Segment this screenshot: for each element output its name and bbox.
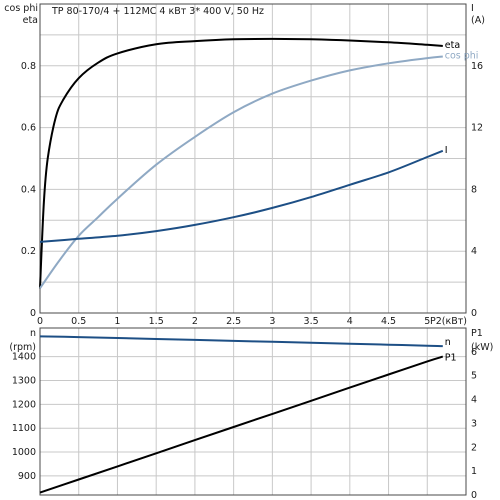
x-tick-label: 3.5	[304, 316, 319, 327]
lower-series: n P1	[39, 335, 457, 494]
lower-left-ticks: 900 1000 1100 1200 1300 1400	[12, 352, 36, 482]
x-tick-label: 0	[37, 316, 43, 327]
upper-left-axis-label-line: eta	[23, 15, 38, 26]
lower-right-tick-label: 0	[471, 490, 477, 500]
lower-left-axis-label: n (rpm)	[9, 328, 36, 353]
lower-left-tick-label: 1000	[12, 447, 36, 458]
lower-left-tick-label: 1400	[12, 352, 36, 363]
x-axis-ticks: 0 0.5 1 1.5 2 2.5 3 3.5 4 4.5 5	[37, 316, 430, 327]
x-axis-label: P2(кВт)	[430, 316, 467, 327]
x-tick-label: 1.5	[149, 316, 164, 327]
series-label-n: n	[445, 337, 451, 348]
lower-left-tick-label: 1100	[12, 423, 36, 434]
lower-grid	[39, 328, 466, 495]
upper-left-tick-label: 0.2	[21, 246, 36, 257]
x-tick-label: 3	[269, 316, 275, 327]
series-label-cos-phi: cos phi	[445, 51, 479, 62]
x-tick-label: 1	[114, 316, 120, 327]
lower-left-axis-label-line: n	[30, 328, 36, 339]
x-tick-label: 0.5	[71, 316, 86, 327]
upper-plot-frame	[39, 3, 467, 314]
series-line-eta	[39, 37, 443, 289]
upper-right-axis-label: I(A)	[471, 3, 485, 26]
upper-left-axis-label-line: cos phi	[4, 3, 38, 14]
upper-left-tick-label: 0.6	[21, 123, 36, 134]
lower-left-tick-label: 1300	[12, 375, 36, 386]
series-label-p1: P1	[445, 353, 457, 364]
lower-right-axis-label-line: (kW)	[471, 342, 493, 353]
lower-left-axis-label-line: (rpm)	[9, 342, 36, 353]
series-line-i	[39, 149, 444, 243]
lower-right-tick-label: 1	[471, 466, 477, 477]
upper-right-tick-label: 0	[471, 308, 477, 319]
upper-right-ticks: 0 4 8 12 16	[471, 61, 483, 319]
lower-right-tick-label: 5	[471, 371, 477, 382]
lower-left-tick-label: 900	[18, 471, 36, 482]
lower-right-tick-label: 4	[471, 395, 477, 406]
upper-right-tick-label: 16	[471, 61, 483, 72]
lower-right-tick-label: 2	[471, 442, 477, 453]
upper-right-tick-label: 4	[471, 246, 477, 257]
lower-left-tick-label: 1200	[12, 399, 36, 410]
upper-left-tick-label: 0.8	[21, 61, 36, 72]
x-tick-label: 5	[424, 316, 430, 327]
lower-right-axis-label: P1 (kW)	[471, 328, 493, 353]
lower-plot-frame	[39, 327, 467, 496]
upper-left-tick-label: 0	[30, 308, 36, 319]
x-tick-label: 2	[192, 316, 198, 327]
x-tick-label: 2.5	[226, 316, 241, 327]
lower-right-axis-label-line: P1	[471, 328, 483, 339]
upper-right-axis-label-line: (A)	[471, 15, 485, 26]
series-label-i: I	[445, 145, 448, 156]
lower-right-ticks: 0 1 2 3 4 5 6	[471, 347, 477, 500]
series-line-n	[39, 335, 443, 348]
upper-right-tick-label: 8	[471, 184, 477, 195]
series-line-p1	[39, 355, 444, 494]
upper-left-tick-label: 0.4	[21, 184, 36, 195]
upper-right-tick-label: 12	[471, 123, 483, 134]
chart-title: TP 80-170/4 + 112MC 4 кВт 3* 400 V, 50 H…	[51, 6, 264, 17]
series-line-cos-phi	[39, 55, 443, 289]
x-tick-label: 4	[347, 316, 353, 327]
series-label-eta: eta	[445, 40, 460, 51]
upper-left-ticks: 0 0.2 0.4 0.6 0.8	[21, 61, 36, 319]
lower-right-tick-label: 6	[471, 347, 477, 358]
upper-right-axis-label-line: I	[471, 3, 474, 14]
x-tick-label: 4.5	[381, 316, 396, 327]
lower-right-tick-label: 3	[471, 418, 477, 429]
